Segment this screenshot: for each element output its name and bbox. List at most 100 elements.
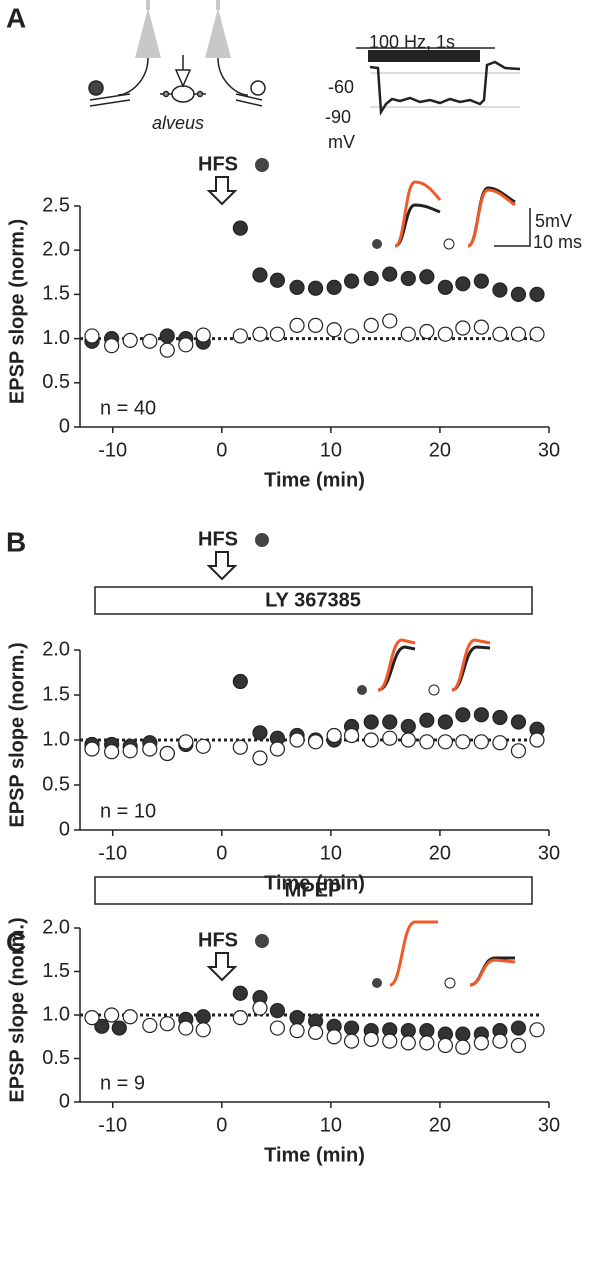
stimulus-marker <box>255 934 269 948</box>
data-point <box>492 735 508 751</box>
y-tick-label: 0 <box>59 415 70 437</box>
data-point <box>510 743 527 759</box>
panel-label: C <box>6 926 26 957</box>
data-point <box>437 714 453 730</box>
drug-bar <box>94 586 533 615</box>
data-point <box>473 319 489 335</box>
x-tick-label: 30 <box>538 439 560 461</box>
stimulus-label: HFS <box>198 528 238 550</box>
x-axis-title: Time (min) <box>264 872 365 894</box>
data-point <box>510 1020 527 1036</box>
y-tick-label: 1.5 <box>42 683 70 705</box>
data-point <box>122 332 138 348</box>
data-point <box>326 279 342 295</box>
data-point <box>326 1029 342 1045</box>
data-point <box>252 326 268 342</box>
y-tick-label: 0.5 <box>42 371 70 393</box>
drug-bar <box>94 876 533 905</box>
data-point <box>142 333 158 349</box>
data-point <box>269 326 286 342</box>
vm-label: -60 <box>328 77 354 97</box>
data-point <box>492 326 508 342</box>
data-point <box>437 279 453 295</box>
y-tick-label: 1.5 <box>42 283 70 305</box>
data-point <box>84 741 100 757</box>
x-tick-label: 10 <box>320 842 342 864</box>
data-point <box>343 328 360 344</box>
data-point <box>326 727 342 744</box>
data-point <box>269 1020 286 1036</box>
data-point <box>326 322 342 338</box>
x-tick-label: 20 <box>429 439 451 461</box>
data-point <box>307 317 324 333</box>
data-point <box>437 734 453 750</box>
data-point <box>122 1009 138 1025</box>
x-tick-label: -10 <box>98 842 127 864</box>
x-axis-title: Time (min) <box>264 1144 365 1166</box>
y-tick-label: 2.0 <box>42 238 70 260</box>
x-tick-label: -10 <box>98 1114 127 1136</box>
data-point <box>195 738 211 754</box>
stimulus-marker <box>255 533 269 547</box>
data-point <box>343 1020 360 1036</box>
data-point <box>529 326 545 342</box>
data-point <box>289 1023 305 1039</box>
epsp-traces <box>372 920 516 989</box>
y-tick-label: 1.0 <box>42 327 70 349</box>
data-point <box>307 1024 324 1041</box>
data-point <box>437 326 453 342</box>
data-point <box>195 327 211 343</box>
x-tick-label: -10 <box>98 439 127 461</box>
data-point <box>289 732 305 748</box>
data-point <box>142 741 158 757</box>
x-tick-label: 30 <box>538 1114 560 1136</box>
data-point <box>473 273 489 289</box>
data-point <box>363 732 379 748</box>
data-point <box>510 326 527 342</box>
data-point <box>307 734 324 750</box>
data-point <box>232 1010 248 1026</box>
data-point <box>382 730 398 746</box>
data-point <box>492 709 508 726</box>
y-tick-label: 2.5 <box>42 194 70 216</box>
data-point <box>289 1010 305 1026</box>
data-point <box>510 286 527 302</box>
data-point <box>400 326 416 342</box>
data-point <box>455 1039 471 1055</box>
voltage-trace <box>356 47 521 116</box>
schematic <box>88 0 266 107</box>
x-axis-title: Time (min) <box>264 469 365 491</box>
x-tick-label: 10 <box>320 439 342 461</box>
data-point <box>178 734 194 750</box>
data-point <box>111 1020 127 1036</box>
y-tick-label: 0.5 <box>42 1047 70 1069</box>
x-tick-label: 10 <box>320 1114 342 1136</box>
data-point <box>419 323 435 340</box>
vm-unit: mV <box>328 132 355 152</box>
n-label: n = 9 <box>100 1072 145 1094</box>
data-point <box>84 1010 100 1026</box>
data-point <box>289 279 305 295</box>
data-point <box>142 1017 158 1034</box>
data-point <box>363 317 379 333</box>
y-axis-title: EPSP slope (norm.) <box>6 642 28 827</box>
data-point <box>252 267 268 283</box>
x-tick-label: 20 <box>429 1114 451 1136</box>
data-point <box>455 734 471 750</box>
data-point <box>510 714 527 730</box>
data-point <box>529 732 545 748</box>
y-axis-title: EPSP slope (norm.) <box>6 917 28 1102</box>
panel-label: B <box>6 526 26 557</box>
data-point <box>232 985 248 1001</box>
data-point <box>232 673 248 690</box>
stimulus-label: HFS <box>198 153 238 175</box>
data-point <box>363 714 379 730</box>
data-point <box>159 342 175 358</box>
data-point <box>455 1026 471 1042</box>
schematic-label: alveus <box>152 113 204 133</box>
data-point <box>343 273 360 289</box>
scale-label: 5mV <box>535 211 572 231</box>
panel-label: A <box>6 2 26 33</box>
stimulus-arrow <box>206 176 238 206</box>
